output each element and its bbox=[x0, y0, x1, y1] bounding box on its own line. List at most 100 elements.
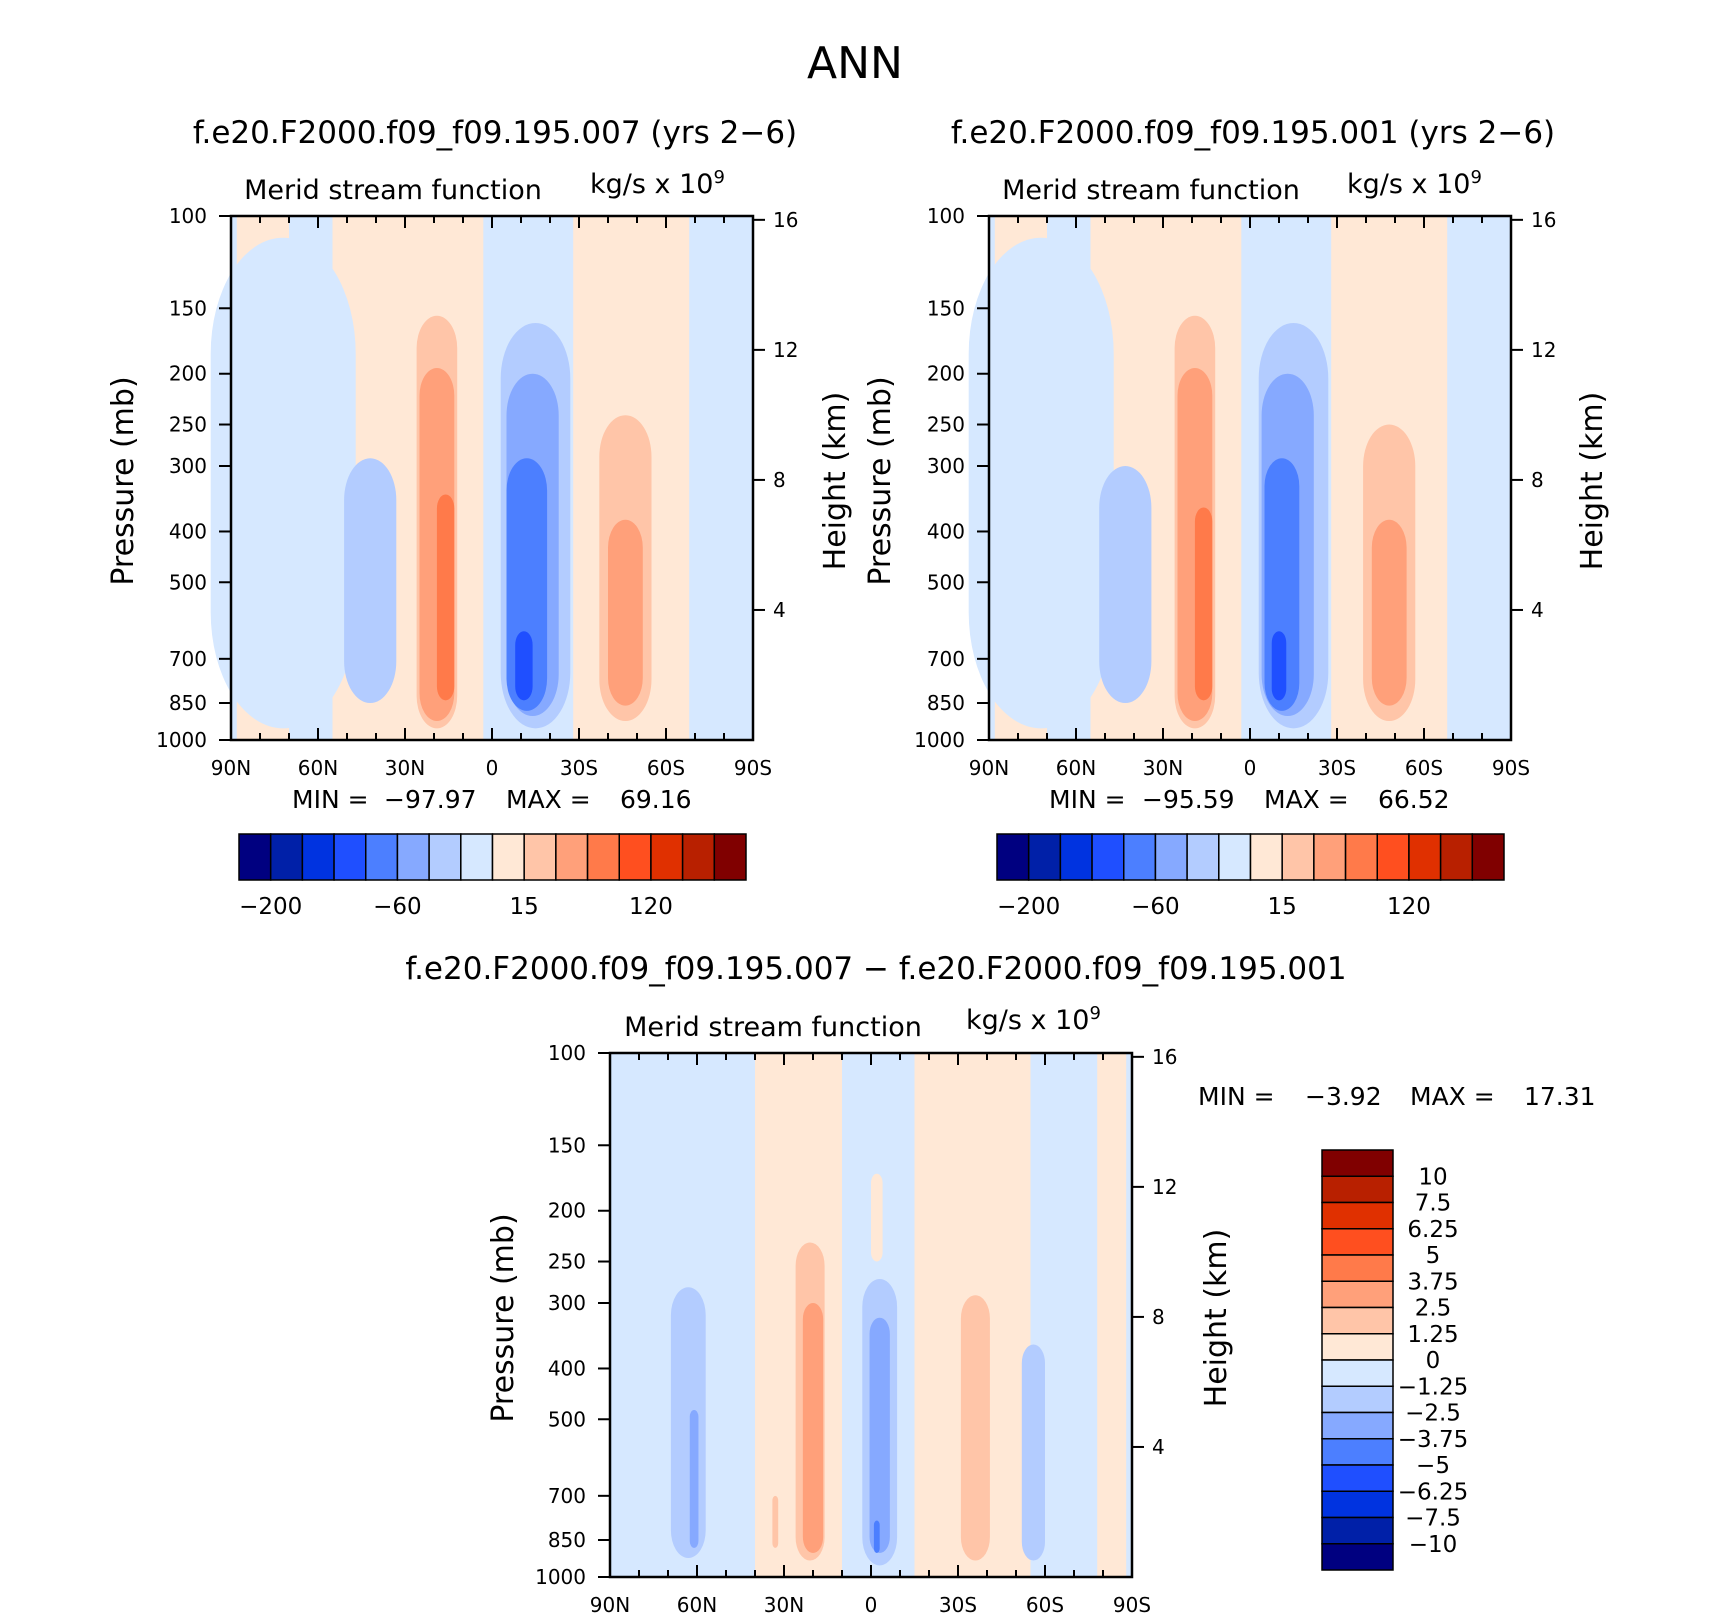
colorbar-swatch bbox=[1321, 1175, 1394, 1204]
x-tick-label: 90S bbox=[734, 756, 772, 780]
colorbar-label: 3.75 bbox=[1407, 1269, 1458, 1295]
x-tick-label: 30S bbox=[939, 1593, 977, 1617]
colorbar-swatch bbox=[1321, 1149, 1394, 1177]
chart-panel-001: f.e20.F2000.f09_f09.195.001 (yrs 2−6) Me… bbox=[863, 115, 1610, 920]
contour-cells bbox=[210, 237, 652, 729]
colorbar-label: −5 bbox=[1416, 1453, 1450, 1479]
colorbar-swatch bbox=[1321, 1464, 1394, 1492]
contour-cell-neg2 bbox=[1099, 466, 1152, 704]
colorbar-label: 0 bbox=[1426, 1348, 1441, 1374]
y-right-tick-label: 16 bbox=[1152, 1045, 1177, 1069]
contour-cell-pos3 bbox=[608, 519, 643, 706]
x-tick-label: 60S bbox=[1026, 1593, 1064, 1617]
colorbar-swatch bbox=[555, 833, 589, 881]
y-tick-label: 400 bbox=[548, 1356, 586, 1380]
y-tick-label: 500 bbox=[927, 570, 965, 594]
y-tick-label: 150 bbox=[548, 1133, 586, 1157]
colorbar-swatch bbox=[1321, 1490, 1394, 1519]
colorbar: 107.56.2553.752.51.250−1.25−2.5−3.75−5−6… bbox=[1321, 1149, 1468, 1571]
colorbar-label: −3.75 bbox=[1398, 1427, 1468, 1453]
min-value: −3.92 bbox=[1305, 1082, 1382, 1111]
y-tick-label: 200 bbox=[169, 362, 207, 386]
variable-label: Merid stream function bbox=[1002, 175, 1300, 206]
contour-cell-neg5 bbox=[1271, 631, 1287, 701]
colorbar-label: 15 bbox=[1268, 894, 1297, 920]
y-right-tick-label: 4 bbox=[1152, 1435, 1165, 1459]
colorbar-swatch bbox=[1321, 1543, 1394, 1571]
y-tick-label: 850 bbox=[169, 691, 207, 715]
colorbar-swatch bbox=[1059, 833, 1093, 881]
colorbar-swatch bbox=[396, 833, 430, 881]
x-tick-label: 60N bbox=[298, 756, 338, 780]
colorbar-label: −60 bbox=[1131, 894, 1180, 920]
y-right-tick-label: 8 bbox=[773, 468, 786, 492]
colorbar-swatch bbox=[238, 833, 272, 881]
contour-cell-neg2 bbox=[1021, 1344, 1045, 1561]
colorbar-label: −7.5 bbox=[1405, 1506, 1461, 1532]
x-tick-label: 90S bbox=[1492, 756, 1530, 780]
colorbar-swatch bbox=[1321, 1254, 1394, 1282]
y-tick-label: 250 bbox=[927, 413, 965, 437]
y-tick-label: 200 bbox=[548, 1199, 586, 1223]
units-label: kg/s x 109 bbox=[966, 1003, 1101, 1036]
panel-title: f.e20.F2000.f09_f09.195.007 − f.e20.F200… bbox=[405, 951, 1346, 987]
max-label: MAX = bbox=[1410, 1082, 1495, 1111]
max-value: 69.16 bbox=[620, 785, 692, 814]
y-tick-label: 1000 bbox=[914, 728, 965, 752]
x-tick-label: 30N bbox=[385, 756, 425, 780]
y-tick-label: 700 bbox=[169, 647, 207, 671]
y-right-tick-label: 8 bbox=[1152, 1305, 1165, 1329]
colorbar-label: −2.5 bbox=[1405, 1401, 1461, 1427]
variable-label: Merid stream function bbox=[624, 1012, 922, 1043]
max-label: MAX = bbox=[1264, 785, 1349, 814]
x-tick-label: 30N bbox=[764, 1593, 804, 1617]
colorbar-swatch bbox=[1123, 833, 1157, 881]
y-tick-label: 850 bbox=[927, 691, 965, 715]
units-text: kg/s x 10 bbox=[966, 1005, 1089, 1036]
max-value: 66.52 bbox=[1378, 785, 1450, 814]
colorbar-swatch bbox=[1281, 833, 1315, 881]
units-exponent: 9 bbox=[1089, 1003, 1100, 1024]
contour-cell-pos2 bbox=[772, 1495, 779, 1548]
contour-fill-positive bbox=[1097, 1053, 1127, 1577]
colorbar-swatch bbox=[1321, 1438, 1394, 1466]
colorbar-swatch bbox=[1321, 1411, 1394, 1440]
colorbar-label: 15 bbox=[510, 894, 539, 920]
y-tick-label: 1000 bbox=[156, 728, 207, 752]
y-tick-label: 300 bbox=[927, 454, 965, 478]
y-tick-label: 150 bbox=[169, 296, 207, 320]
x-tick-label: 60S bbox=[647, 756, 685, 780]
y-tick-label: 850 bbox=[548, 1528, 586, 1552]
colorbar-swatch bbox=[1091, 833, 1125, 881]
colorbar-swatch bbox=[1154, 833, 1188, 881]
colorbar-label: 10 bbox=[1418, 1164, 1447, 1190]
colorbar-swatch bbox=[1321, 1333, 1394, 1361]
y-right-tick-label: 4 bbox=[1531, 598, 1544, 622]
y-tick-label: 150 bbox=[927, 296, 965, 320]
colorbar-swatch bbox=[1439, 833, 1474, 881]
colorbar-swatch bbox=[1321, 1280, 1394, 1309]
contour-cell-neg4 bbox=[873, 1520, 880, 1554]
y-axis-label: Pressure (mb) bbox=[106, 376, 141, 585]
y-right-tick-label: 16 bbox=[773, 208, 798, 232]
colorbar-swatch bbox=[681, 833, 716, 881]
y-axis-label: Pressure (mb) bbox=[486, 1213, 521, 1422]
colorbar-swatch bbox=[1321, 1385, 1394, 1414]
units-exponent: 9 bbox=[1470, 167, 1481, 188]
colorbar: −200 −60 15 120 bbox=[996, 833, 1505, 920]
y-tick-label: 700 bbox=[927, 647, 965, 671]
panel-title: f.e20.F2000.f09_f09.195.007 (yrs 2−6) bbox=[193, 115, 797, 151]
min-value: −95.59 bbox=[1142, 785, 1235, 814]
colorbar-swatch bbox=[365, 833, 399, 881]
y-tick-label: 200 bbox=[927, 362, 965, 386]
contour-cell-pos4 bbox=[436, 494, 455, 701]
x-tick-label: 30S bbox=[560, 756, 598, 780]
y-right-tick-label: 8 bbox=[1531, 468, 1544, 492]
colorbar-swatch bbox=[650, 833, 684, 881]
contour-cell-neg2 bbox=[344, 458, 397, 704]
x-tick-label: 90N bbox=[969, 756, 1009, 780]
x-tick-label: 30S bbox=[1318, 756, 1356, 780]
panel-title: f.e20.F2000.f09_f09.195.001 (yrs 2−6) bbox=[951, 115, 1555, 151]
contour-cells bbox=[670, 1173, 1045, 1566]
